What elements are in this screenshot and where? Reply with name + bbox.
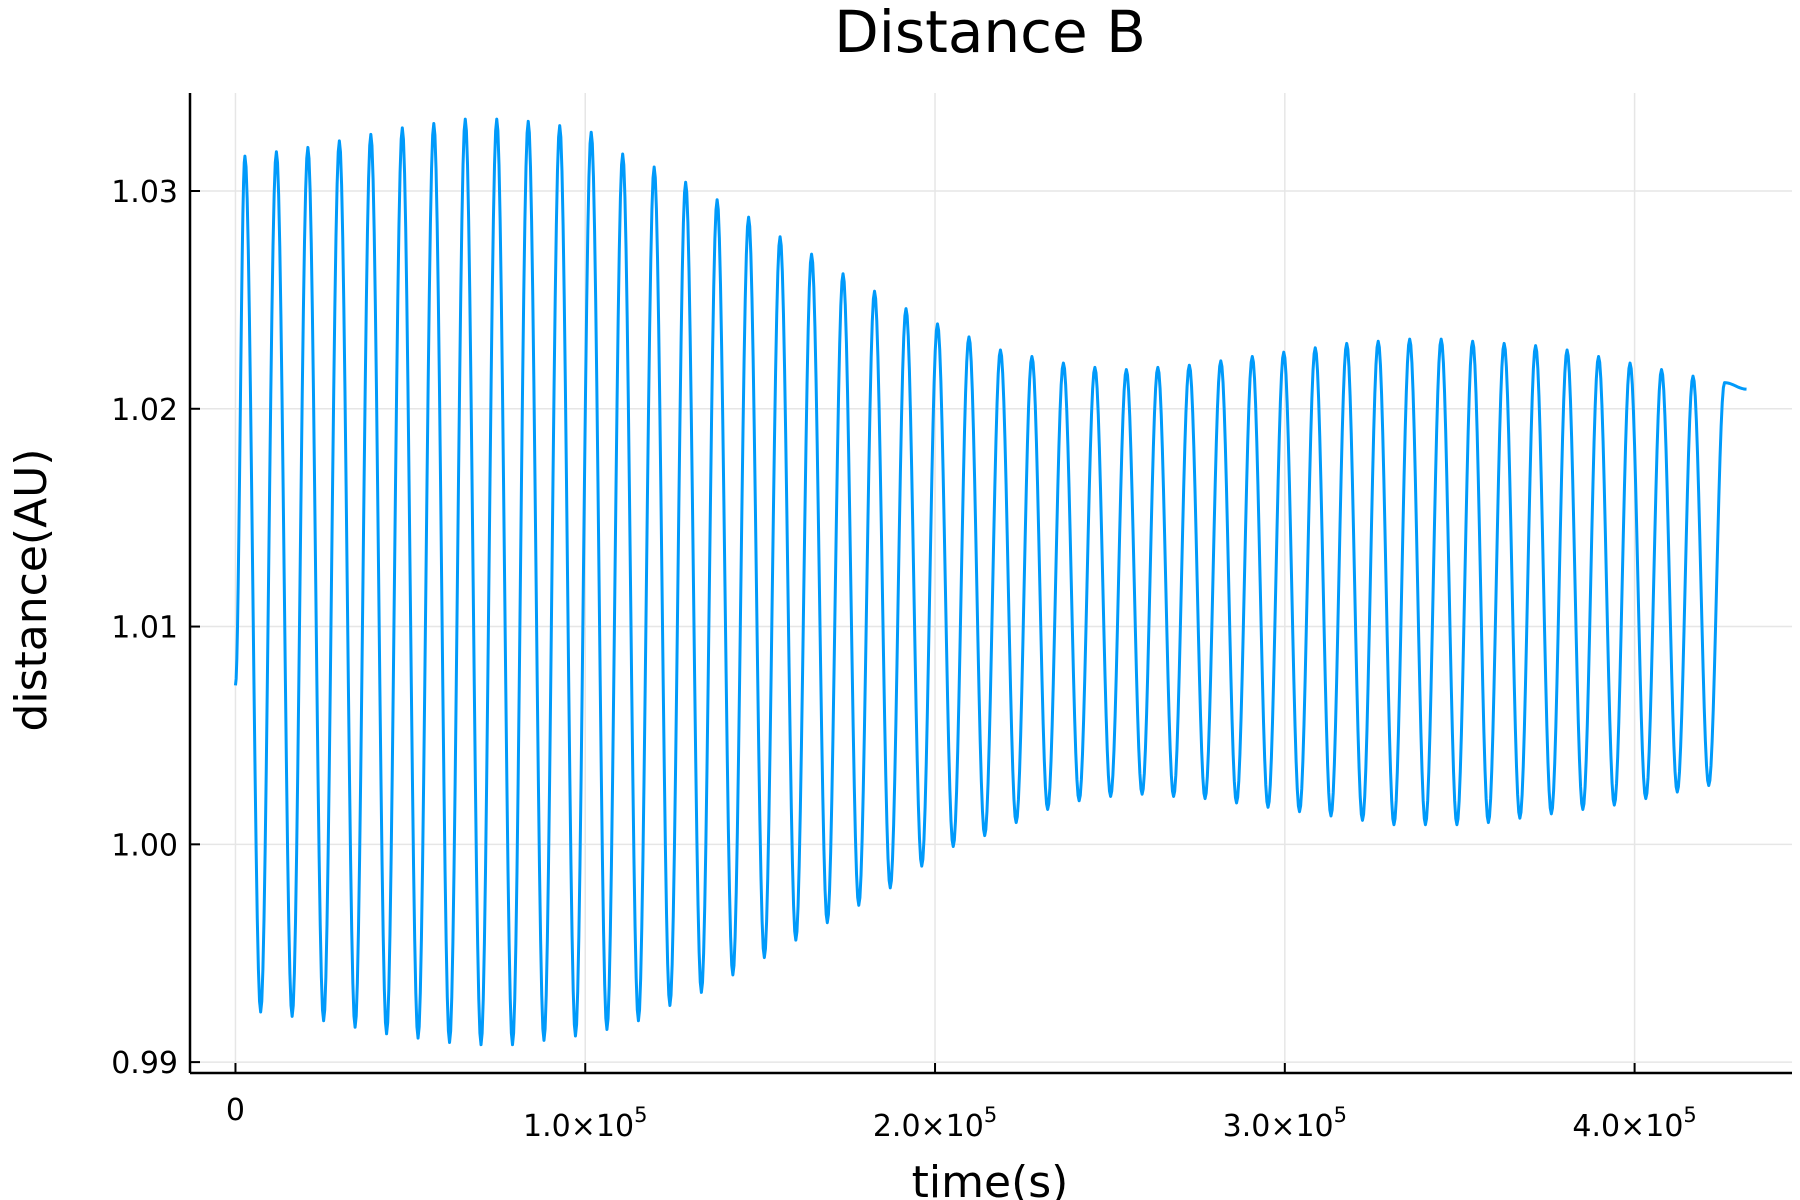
x-tick-exponent: 5 — [1683, 1103, 1696, 1127]
x-tick-label: 0 — [226, 1093, 245, 1128]
x-tick-mantissa: 0 — [226, 1093, 245, 1128]
x-tick-label: 2.0×105 — [873, 1103, 997, 1144]
y-tick-label: 1.02 — [111, 393, 178, 428]
x-tick-exponent: 5 — [984, 1103, 997, 1127]
y-tick-label: 1.01 — [111, 611, 178, 646]
x-tick-label: 4.0×105 — [1572, 1103, 1696, 1144]
x-tick-exponent: 5 — [1334, 1103, 1347, 1127]
y-tick-label: 1.00 — [111, 828, 178, 863]
x-tick-mantissa: 2.0×10 — [873, 1109, 984, 1144]
x-tick-exponent: 5 — [634, 1103, 647, 1127]
y-axis-ticks: 0.99 1.00 1.01 1.02 1.03 — [111, 175, 200, 1081]
y-axis-title: distance(AU) — [6, 448, 57, 731]
x-tick-label: 3.0×105 — [1223, 1103, 1347, 1144]
x-tick-mantissa: 4.0×10 — [1572, 1109, 1683, 1144]
axes — [188, 93, 1792, 1075]
series-line — [233, 117, 1747, 1047]
x-tick-mantissa: 1.0×10 — [523, 1109, 634, 1144]
x-tick-mantissa: 3.0×10 — [1223, 1109, 1334, 1144]
chart-title: Distance B — [834, 0, 1146, 66]
x-axis-title: time(s) — [912, 1157, 1069, 1200]
x-axis-ticks: 0 1.0×105 2.0×105 3.0×105 4.0×105 — [226, 1063, 1697, 1144]
y-tick-label: 1.03 — [111, 175, 178, 210]
gridlines — [190, 93, 1792, 1073]
series-group — [233, 117, 1747, 1047]
y-tick-label: 0.99 — [111, 1046, 178, 1081]
x-tick-label: 1.0×105 — [523, 1103, 647, 1144]
